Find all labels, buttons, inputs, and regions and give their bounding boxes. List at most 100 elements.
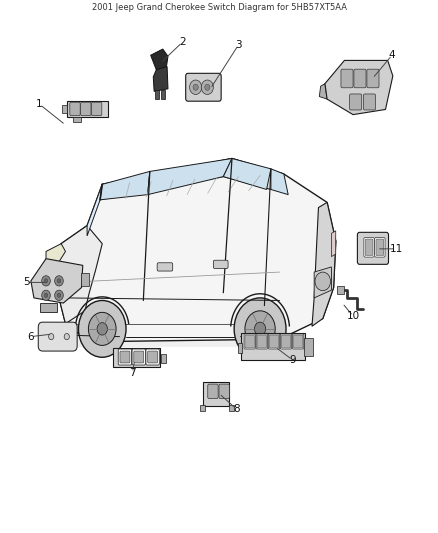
Polygon shape <box>314 267 332 298</box>
Polygon shape <box>31 259 83 303</box>
FancyBboxPatch shape <box>146 349 159 365</box>
Polygon shape <box>332 231 336 256</box>
Polygon shape <box>223 158 271 189</box>
Bar <box>200 405 205 411</box>
Polygon shape <box>151 49 168 72</box>
FancyBboxPatch shape <box>134 351 144 363</box>
Bar <box>240 333 304 360</box>
FancyBboxPatch shape <box>268 334 279 349</box>
Bar <box>155 90 159 99</box>
Circle shape <box>44 279 48 283</box>
FancyBboxPatch shape <box>256 334 268 349</box>
Polygon shape <box>67 339 279 347</box>
FancyBboxPatch shape <box>364 94 375 110</box>
FancyBboxPatch shape <box>219 384 230 399</box>
Text: 2: 2 <box>179 37 186 47</box>
FancyBboxPatch shape <box>148 351 158 363</box>
Circle shape <box>42 290 50 301</box>
FancyBboxPatch shape <box>293 334 304 349</box>
FancyBboxPatch shape <box>81 102 91 116</box>
FancyBboxPatch shape <box>132 349 145 365</box>
Polygon shape <box>49 158 336 342</box>
FancyBboxPatch shape <box>374 238 385 257</box>
FancyBboxPatch shape <box>293 335 303 348</box>
Circle shape <box>97 322 107 335</box>
Bar <box>304 337 313 356</box>
Polygon shape <box>319 84 327 99</box>
Text: 7: 7 <box>129 368 136 378</box>
Circle shape <box>245 311 275 347</box>
Text: 8: 8 <box>233 404 240 414</box>
Bar <box>229 405 234 411</box>
Circle shape <box>55 276 64 286</box>
Polygon shape <box>100 172 150 200</box>
Text: 9: 9 <box>289 355 296 365</box>
Circle shape <box>78 301 126 357</box>
Bar <box>62 106 67 113</box>
Text: 6: 6 <box>28 332 34 342</box>
FancyBboxPatch shape <box>281 335 291 348</box>
Polygon shape <box>271 169 288 195</box>
Polygon shape <box>312 203 336 326</box>
FancyBboxPatch shape <box>118 349 132 365</box>
FancyBboxPatch shape <box>357 232 389 264</box>
Circle shape <box>42 276 50 286</box>
Circle shape <box>193 84 198 91</box>
FancyBboxPatch shape <box>354 69 366 88</box>
FancyBboxPatch shape <box>245 335 254 348</box>
Circle shape <box>315 272 331 290</box>
Text: 10: 10 <box>346 311 360 321</box>
Circle shape <box>205 84 210 91</box>
FancyBboxPatch shape <box>244 334 255 349</box>
Text: 1: 1 <box>36 99 43 109</box>
Polygon shape <box>325 60 393 115</box>
Bar <box>39 303 57 312</box>
Polygon shape <box>49 225 102 324</box>
FancyBboxPatch shape <box>92 102 102 116</box>
Bar <box>81 273 89 286</box>
FancyBboxPatch shape <box>269 335 279 348</box>
Circle shape <box>234 298 286 360</box>
FancyBboxPatch shape <box>208 384 218 399</box>
Circle shape <box>55 290 64 301</box>
Circle shape <box>57 279 61 283</box>
FancyBboxPatch shape <box>376 239 384 255</box>
Bar <box>202 382 229 406</box>
Polygon shape <box>87 184 102 236</box>
Circle shape <box>88 312 116 345</box>
Circle shape <box>190 80 202 94</box>
Polygon shape <box>46 244 66 267</box>
Circle shape <box>201 80 213 94</box>
Bar <box>337 286 343 294</box>
FancyBboxPatch shape <box>120 351 130 363</box>
FancyBboxPatch shape <box>186 74 221 101</box>
FancyBboxPatch shape <box>70 102 80 116</box>
FancyBboxPatch shape <box>364 238 374 257</box>
FancyBboxPatch shape <box>280 334 292 349</box>
Bar <box>73 117 81 123</box>
Circle shape <box>44 293 48 297</box>
Bar <box>113 348 160 367</box>
FancyBboxPatch shape <box>38 322 77 351</box>
FancyBboxPatch shape <box>257 335 267 348</box>
Text: 5: 5 <box>23 277 30 287</box>
Text: 11: 11 <box>390 244 403 254</box>
Polygon shape <box>44 264 51 288</box>
Circle shape <box>49 334 54 340</box>
Bar <box>161 90 166 99</box>
Bar <box>161 354 166 364</box>
FancyBboxPatch shape <box>157 263 173 271</box>
Polygon shape <box>100 158 284 200</box>
Circle shape <box>254 322 266 336</box>
Text: 4: 4 <box>389 50 395 60</box>
FancyBboxPatch shape <box>213 260 228 269</box>
FancyBboxPatch shape <box>367 69 379 88</box>
Text: 3: 3 <box>235 40 242 50</box>
FancyBboxPatch shape <box>365 239 373 255</box>
Circle shape <box>57 293 61 297</box>
Polygon shape <box>153 67 168 91</box>
Bar <box>67 101 108 117</box>
Title: 2001 Jeep Grand Cherokee Switch Diagram for 5HB57XT5AA: 2001 Jeep Grand Cherokee Switch Diagram … <box>92 3 346 12</box>
FancyBboxPatch shape <box>350 94 362 110</box>
Polygon shape <box>148 158 232 195</box>
